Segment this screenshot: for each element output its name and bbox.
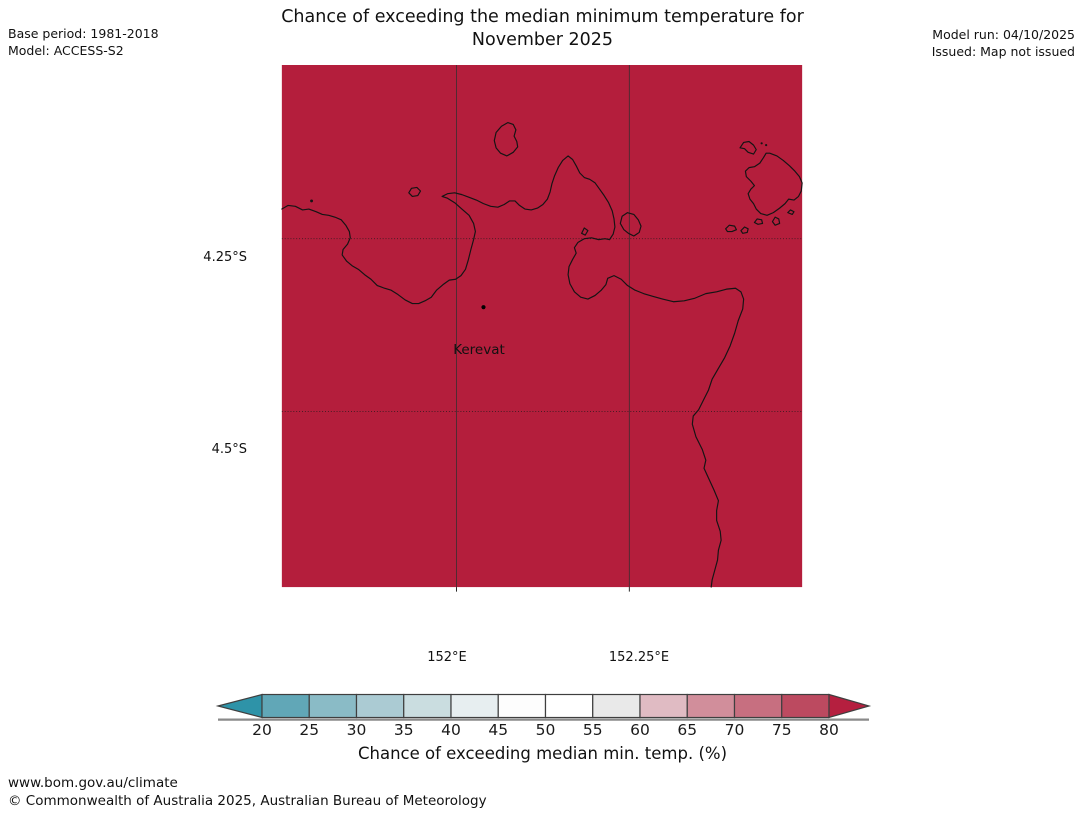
colorbar-segment-75-80 xyxy=(781,693,830,719)
colorbar-segment-30-35 xyxy=(355,693,405,719)
footer-copyright: © Commonwealth of Australia 2025, Austra… xyxy=(8,793,487,809)
colorbar-segment-40-45 xyxy=(450,693,499,719)
colorbar-tick-label-30: 30 xyxy=(346,721,367,739)
map-canvas xyxy=(281,65,803,592)
colorbar-tick-label-80: 80 xyxy=(819,721,839,739)
coastline-crater-peninsula xyxy=(619,212,642,237)
colorbar-tick-label-35: 35 xyxy=(393,721,414,739)
page-title-line-1: Chance of exceeding the median minimum t… xyxy=(281,7,804,27)
colorbar-segment-25-30 xyxy=(308,693,358,719)
islet-speck-2 xyxy=(765,144,768,147)
colorbar-tick-label-70: 70 xyxy=(724,721,745,739)
lon-label-152e: 152°E xyxy=(427,650,467,665)
lat-label-4-25s: 4.25°S xyxy=(203,250,247,265)
model-run-label: Model run: 04/10/2025 xyxy=(932,27,1075,42)
station-marker-kerevat xyxy=(481,305,486,310)
colorbar-tick-label-55: 55 xyxy=(582,721,603,739)
colorbar-segment-55-60 xyxy=(592,693,641,719)
colorbar-tick-label-25: 25 xyxy=(299,721,320,739)
colorbar-segment-70-75 xyxy=(733,693,783,719)
islet-duke-of-york-4 xyxy=(771,216,781,226)
colorbar-segment-60-65 xyxy=(639,693,688,719)
model-label: Model: ACCESS-S2 xyxy=(8,43,124,58)
base-period-label: Base period: 1981-2018 xyxy=(8,26,159,41)
colorbar-segment-50-55 xyxy=(544,693,594,719)
issued-label: Issued: Map not issued xyxy=(931,44,1075,59)
island-duke-of-york-main xyxy=(744,152,803,216)
colorbar-tick-label-65: 65 xyxy=(677,721,698,739)
colorbar-right-arrow xyxy=(828,693,872,719)
islet-duke-of-york-2 xyxy=(740,226,749,234)
lon-label-152-25e: 152.25°E xyxy=(608,650,670,665)
map-background xyxy=(281,65,803,588)
islet-duke-of-york-1 xyxy=(725,224,738,233)
islet-duke-of-york-5 xyxy=(787,209,795,216)
colorbar-segment-20-25 xyxy=(261,693,310,719)
colorbar-segment-35-40 xyxy=(403,693,452,719)
islet-speck-1 xyxy=(760,142,763,145)
islet-dot-west xyxy=(310,199,314,203)
station-label-kerevat: Kerevat xyxy=(453,342,505,358)
colorbar-left-arrow xyxy=(215,693,263,719)
colorbar-caption: Chance of exceeding median min. temp. (%… xyxy=(357,744,728,763)
colorbar-tick-label-45: 45 xyxy=(488,721,509,739)
colorbar-segment-45-50 xyxy=(497,693,547,719)
islet-duke-of-york-hook xyxy=(739,140,757,155)
island-watom xyxy=(493,122,519,157)
islet-duke-of-york-3 xyxy=(753,218,764,225)
colorbar-tick-label-40: 40 xyxy=(441,721,461,739)
colorbar-tick-label-50: 50 xyxy=(535,721,556,739)
footer-url: www.bom.gov.au/climate xyxy=(8,775,178,791)
colorbar-tick-label-60: 60 xyxy=(630,721,650,739)
islet-harbour xyxy=(581,227,589,236)
colorbar-tick-label-75: 75 xyxy=(771,721,792,739)
colorbar-segment-65-70 xyxy=(686,693,736,719)
page-title-line-2: November 2025 xyxy=(471,30,614,50)
islet-north-coast xyxy=(408,186,422,198)
coastline-mainland xyxy=(281,155,745,588)
colorbar xyxy=(215,693,872,721)
colorbar-tick-label-20: 20 xyxy=(252,721,272,739)
lat-label-4-5s: 4.5°S xyxy=(211,442,247,457)
